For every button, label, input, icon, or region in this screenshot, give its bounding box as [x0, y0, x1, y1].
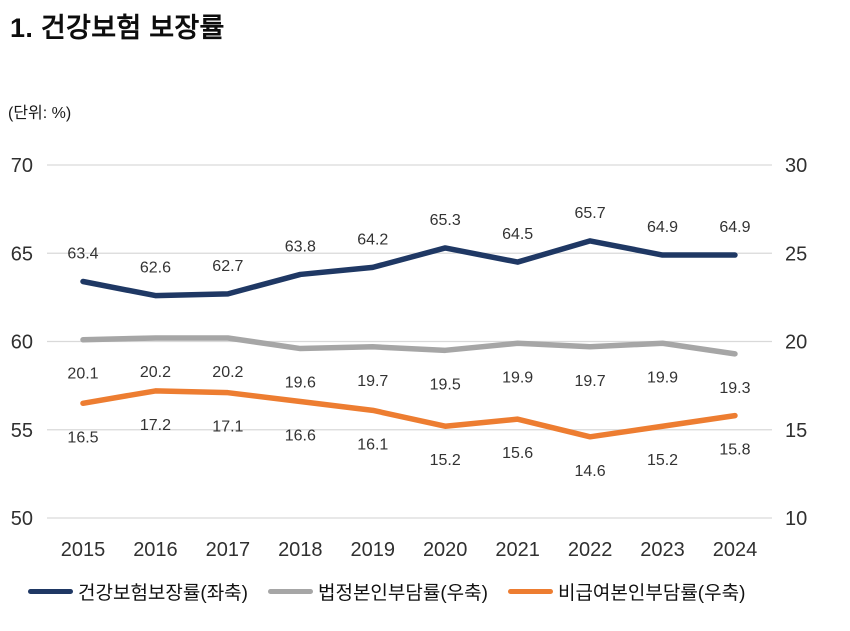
x-axis-label: 2016: [133, 539, 178, 561]
data-label: 15.6: [502, 445, 533, 462]
legend-item-health-insurance-coverage: 건강보험보장률(좌축): [28, 578, 248, 605]
series-line: [80, 335, 738, 357]
left-axis-tick: 60: [11, 332, 33, 354]
data-label: 62.6: [140, 260, 171, 277]
left-axis-tick: 65: [11, 243, 33, 265]
right-axis-tick: 15: [785, 420, 807, 442]
data-label: 19.7: [575, 373, 606, 390]
data-label: 16.1: [357, 436, 388, 453]
data-label: 19.5: [430, 376, 461, 393]
data-label: 63.4: [67, 245, 98, 262]
data-label: 65.3: [430, 212, 461, 229]
legend-label-health-insurance-coverage: 건강보험보장률(좌축): [78, 583, 248, 604]
chart-legend: 건강보험보장률(좌축) 법정본인부담률(우축) 비급여본인부담률(우축): [28, 578, 745, 605]
data-label: 15.2: [647, 452, 678, 469]
x-axis-label: 2022: [568, 539, 613, 561]
data-label: 17.1: [212, 419, 243, 436]
data-label: 15.2: [430, 452, 461, 469]
data-label: 19.7: [357, 373, 388, 390]
left-axis-tick: 55: [11, 420, 33, 442]
legend-label-statutory-copayment: 법정본인부담률(우축): [317, 583, 488, 604]
x-axis-label: 2018: [278, 539, 323, 561]
data-label: 63.8: [285, 238, 316, 255]
data-label: 64.2: [357, 231, 388, 248]
right-axis-tick: 10: [785, 508, 807, 530]
data-label: 20.2: [140, 364, 171, 381]
series-line: [80, 238, 738, 299]
x-axis-label: 2023: [640, 539, 685, 561]
right-axis-tick: 20: [785, 332, 807, 354]
x-axis-label: 2021: [495, 539, 540, 561]
data-label: 65.7: [575, 205, 606, 222]
legend-swatch-gray-line: [267, 589, 313, 594]
legend-swatch-orange-line: [507, 589, 553, 594]
x-axis-label: 2015: [61, 539, 106, 561]
data-label: 64.5: [502, 226, 533, 243]
data-label: 17.2: [140, 417, 171, 434]
x-axis-label: 2017: [206, 539, 251, 561]
left-axis-tick: 50: [11, 508, 33, 530]
data-label: 20.2: [212, 364, 243, 381]
unit-label: (단위: %): [8, 105, 72, 122]
legend-item-noncovered-copayment: 비급여본인부담률(우축): [507, 578, 746, 605]
x-axis-label: 2024: [713, 539, 758, 561]
data-label: 16.6: [285, 428, 316, 445]
legend-swatch-navy-line: [28, 589, 73, 594]
right-axis-tick: 25: [785, 243, 807, 265]
data-label: 64.9: [647, 219, 678, 236]
data-label: 64.9: [719, 219, 750, 236]
data-label: 16.5: [67, 429, 98, 446]
x-axis-label: 2019: [351, 539, 396, 561]
right-axis-tick: 30: [785, 155, 807, 177]
data-label: 19.6: [285, 375, 316, 392]
data-label: 14.6: [575, 463, 606, 480]
data-label: 20.1: [67, 366, 98, 383]
data-label: 19.9: [502, 369, 533, 386]
data-label: 15.8: [719, 442, 750, 459]
data-label: 19.3: [719, 380, 750, 397]
data-label: 62.7: [212, 258, 243, 275]
page-title: 1. 건강보험 보장률: [10, 13, 225, 43]
legend-item-statutory-copayment: 법정본인부담률(우축): [267, 578, 488, 605]
legend-label-noncovered-copayment: 비급여본인부담률(우축): [557, 583, 746, 604]
left-axis-tick: 70: [11, 155, 33, 177]
series-line: [80, 388, 738, 440]
data-label: 19.9: [647, 369, 678, 386]
x-axis-label: 2020: [423, 539, 468, 561]
